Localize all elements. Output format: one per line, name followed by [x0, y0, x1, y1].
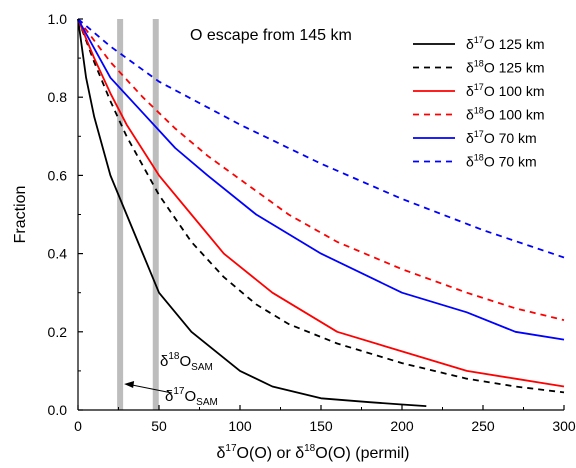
legend-entry-5: δ17O 70 km [466, 129, 537, 146]
legend-entry-4: δ18O 100 km [466, 106, 545, 123]
legend-entry-6: δ18O 70 km [466, 153, 537, 170]
x-tick-label: 50 [151, 418, 167, 434]
y-tick-label: 0.6 [48, 167, 68, 183]
x-tick-label: 150 [309, 418, 333, 434]
ticks: 0 50 100 150 200 250 300 0.0 0.2 0.4 0.6 0.8 1.0 [48, 11, 576, 434]
x-tick-label: 0 [74, 418, 82, 434]
legend-entry-3: δ17O 100 km [466, 82, 545, 99]
legend-entry-1: δ17O 125 km [466, 35, 545, 52]
series-line-6 [77, 18, 565, 259]
series-line-1 [77, 18, 427, 407]
y-axis-label: Fraction [12, 186, 29, 244]
sam-arrow-head [124, 381, 135, 388]
x-tick-label: 300 [552, 418, 576, 434]
x-tick-label: 200 [390, 418, 414, 434]
x-tick-label: 250 [471, 418, 495, 434]
y-tick-label: 0.2 [48, 324, 68, 340]
sam-arrow-line [132, 384, 173, 394]
x-axis-label: δ17O(O) or δ18O(O) (permil) [217, 443, 410, 462]
legend-entry-2: δ18O 125 km [466, 59, 545, 76]
y-tick-label: 1.0 [48, 11, 68, 27]
annotation-title: O escape from 145 km [190, 27, 352, 44]
x-tick-label: 100 [228, 418, 252, 434]
vertical-bands [117, 19, 159, 410]
series-line-5 [77, 18, 565, 341]
axes: δ17O(O) or δ18O(O) (permil) Fraction [12, 19, 564, 462]
series-line-4 [77, 18, 565, 321]
annotations: O escape from 145 km δ18OSAM δ17OSAM [124, 27, 352, 408]
y-tick-label: 0.0 [48, 402, 68, 418]
sam-label-17: δ17OSAM [165, 386, 218, 408]
series-line-3 [77, 18, 565, 388]
legend: δ17O 125 km δ18O 125 km δ17O 100 km δ18O 10… [413, 35, 545, 170]
series-line-2 [77, 18, 565, 394]
y-tick-label: 0.4 [48, 246, 68, 262]
series-lines [77, 18, 565, 407]
sam-label-18: δ18OSAM [160, 351, 213, 373]
y-tick-label: 0.8 [48, 89, 68, 105]
